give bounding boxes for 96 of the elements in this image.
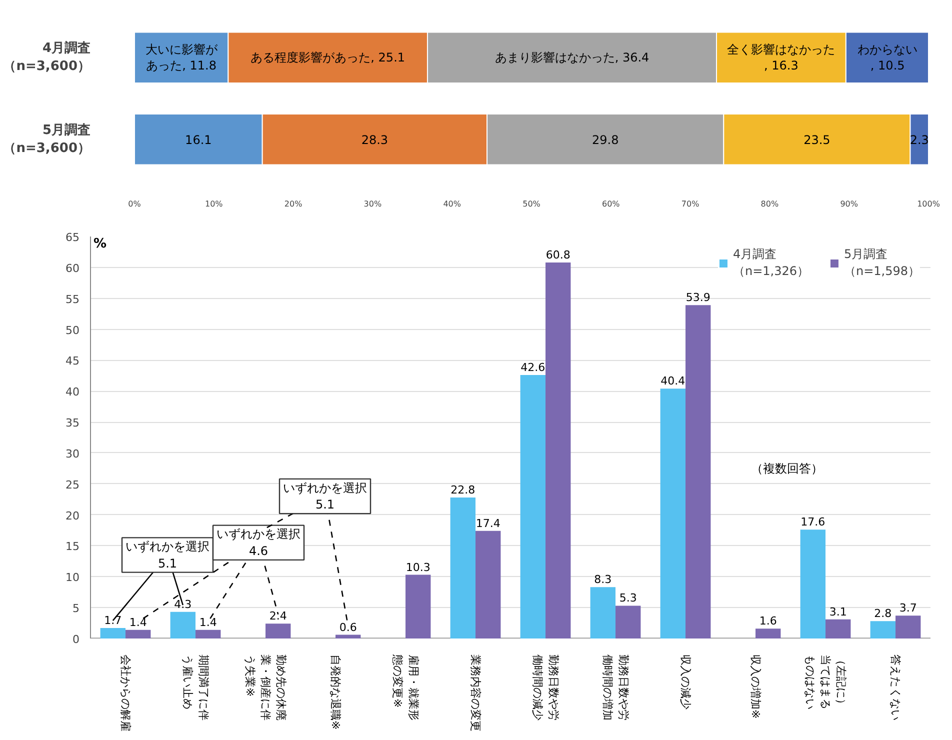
bar [406,574,431,638]
x-tick-label: 40% [443,200,462,208]
y-tick-label: 15 [66,540,80,554]
data-label: 8.3 [594,573,612,586]
legend-label: 5月調査（n=1,598） [844,246,920,280]
data-label: 5.3 [619,592,637,605]
x-tick-label: 80% [760,200,779,208]
bar [686,305,711,638]
x-tick-label: 20% [284,200,303,208]
bar [590,587,616,638]
data-label: 0.6 [339,620,357,634]
x-tick-label: 100% [917,200,940,208]
x-tick-label: 50% [522,200,541,208]
data-label: 2.8 [874,607,892,620]
y-tick-label: 60 [66,262,80,275]
x-tick-label: 60% [602,200,620,208]
data-label: 16.1 [185,132,212,147]
bar [450,497,476,638]
y-tick-label: 35 [66,416,80,430]
x-tick-label: （左記に）当てはまるものはない [803,654,848,710]
data-label: 10.3 [406,560,430,574]
annotation: いずれかを選択 5.1 [126,540,210,570]
x-tick-label: 期間満了に伴う雇い止め [181,654,210,720]
y-tick-label: 5月調査（n=3,600） [3,122,91,156]
data-label: 2.4 [269,610,287,623]
data-label: 17.4 [476,516,500,530]
legend-label: 4月調査（n=1,326） [732,246,809,280]
bar [660,388,686,638]
data-label: 23.5 [804,132,830,147]
y-tick-label: 45 [66,354,80,368]
y-tick-label: 65 [66,231,80,244]
data-label: 1.4 [129,616,147,629]
bar [336,634,361,638]
data-label: わからない, 10.5 [858,42,918,73]
y-tick-label: 50 [66,324,80,337]
data-label: 1.4 [199,616,217,629]
y-tick-label: 30 [66,447,80,460]
y-axis-title: % [94,236,107,252]
x-tick-label: 自発的な退職※ [329,654,342,730]
bar [170,612,196,638]
data-label: 53.9 [686,291,710,304]
y-tick-label: 5 [72,602,80,616]
bar [616,606,641,638]
bar [100,628,126,638]
data-label: 42.6 [520,361,546,374]
bar [520,375,546,638]
x-tick-label: 勤務日数や労働時間の増加 [601,654,630,720]
data-label: 3.1 [829,605,847,618]
data-label: 全く影響はなかった, 16.3 [727,42,836,73]
y-tick-label: 40 [66,386,80,399]
data-label: 60.8 [546,248,570,262]
data-label: 3.7 [899,602,917,615]
x-tick-label: 0% [128,200,142,208]
x-tick-label: 勤め先の休廃業・倒産に伴う失業※ [243,654,288,720]
bar [476,530,501,638]
x-tick-label: 収入の減少 [679,654,692,710]
y-tick-label: 55 [66,292,80,306]
data-label: 1.7 [104,614,122,627]
x-tick-label: 30% [364,200,382,208]
y-tick-label: 20 [66,509,80,522]
bar [870,621,896,638]
bar [266,624,291,638]
data-label: 22.8 [450,483,476,496]
data-label: あまり影響はなかった, 36.4 [494,50,650,65]
bar [126,630,151,638]
data-label: 4.3 [174,598,192,611]
annotation: いずれかを選択 5.1 [283,480,367,512]
annotation: いずれかを選択 4.6 [216,527,300,558]
y-tick-label: 4月調査（n=3,600） [3,40,91,74]
data-label: ある程度影響があった, 25.1 [250,50,406,65]
data-label: 29.8 [592,132,619,147]
data-label: 大いに影響があった, 11.8 [145,42,218,73]
x-tick-label: 答えたくない [889,654,902,720]
x-tick-label: 勤務日数や労働時間の減少 [531,654,560,720]
data-label: 1.6 [759,614,777,628]
x-tick-label: 雇用・就業形態の変更※ [391,654,420,720]
bar [896,616,921,638]
bar [546,262,571,638]
x-tick-label: 収入の増加※ [749,654,762,719]
data-label: 17.6 [800,516,826,529]
y-tick-label: 10 [66,571,80,584]
annotation: （複数回答） [751,461,823,476]
y-tick-label: 25 [66,478,80,492]
x-tick-label: 業務内容の変更 [469,654,482,732]
x-tick-label: 会社からの解雇 [119,654,132,732]
y-tick-label: 0 [72,633,80,646]
x-tick-label: 90% [840,200,858,208]
bar [756,628,781,638]
bar [800,530,826,638]
x-tick-label: 70% [681,200,700,208]
data-label: 40.4 [660,374,686,388]
bar [826,619,851,638]
bar [196,630,221,638]
x-tick-label: 10% [205,200,224,208]
data-label: 2.3 [910,132,929,147]
data-label: 28.3 [361,132,388,147]
